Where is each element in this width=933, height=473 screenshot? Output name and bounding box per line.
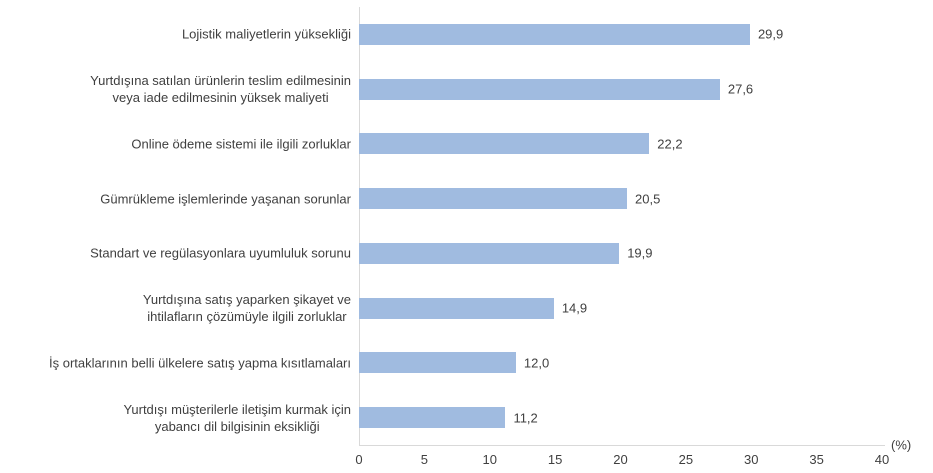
value-label: 19,9: [627, 245, 653, 261]
value-label: 20,5: [635, 191, 661, 207]
x-axis-tick-label: 30: [744, 452, 759, 467]
value-label: 12,0: [523, 355, 550, 371]
category-label: Yurtdışına satış yaparken şikayet ve iht…: [142, 292, 351, 325]
x-axis-unit-label: (%): [891, 437, 912, 453]
x-axis-tick-label: 0: [355, 452, 363, 467]
x-axis-tick-label: 15: [547, 452, 563, 467]
value-label: 11,2: [513, 410, 538, 426]
category-label: Yurtdışı müşterilerle iletişim kurmak iç…: [123, 401, 351, 434]
value-label: 22,2: [657, 136, 683, 152]
x-axis-tick-label: 20: [613, 452, 628, 467]
x-axis-tick-label: 5: [420, 452, 428, 467]
category-label: Yurtdışına satılan ürünlerin teslim edil…: [90, 73, 351, 106]
category-label: Online ödeme sistemi ile ilgili zorlukla…: [131, 136, 351, 152]
bar: [359, 297, 554, 319]
category-label: İş ortaklarının belli ülkelere satış yap…: [48, 355, 351, 371]
bar: [359, 352, 516, 374]
x-axis-tick-label: 10: [482, 452, 497, 467]
bar: [359, 407, 506, 429]
bar: [359, 78, 720, 100]
value-label: 14,9: [561, 300, 588, 316]
x-axis-line: [359, 445, 885, 446]
category-label: Lojistik maliyetlerin yüksekliği: [181, 26, 351, 42]
category-label: Standart ve regülasyonlara uyumluluk sor…: [90, 245, 351, 261]
category-label: Gümrükleme işlemlerinde yaşanan sorunlar: [100, 191, 351, 207]
x-axis-tick-label: 25: [678, 452, 694, 467]
y-axis-line: [359, 7, 360, 445]
value-label: 27,6: [727, 81, 754, 97]
bar: [359, 133, 650, 155]
bar: [359, 188, 628, 210]
value-label: 29,9: [757, 26, 784, 42]
bar: [359, 23, 750, 45]
x-axis-tick-label: 35: [809, 452, 824, 467]
bar: [359, 242, 620, 264]
x-axis-tick-label: 40: [874, 452, 890, 467]
